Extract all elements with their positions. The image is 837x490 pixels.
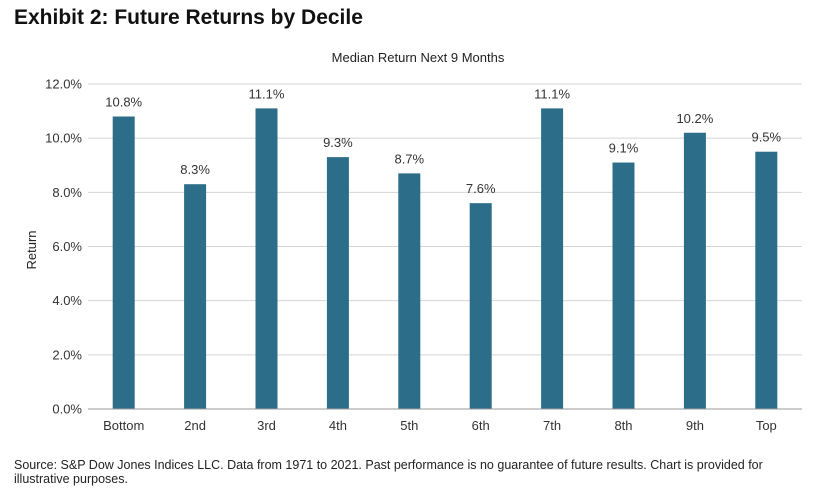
- bar-8th: [612, 162, 635, 409]
- bar-5th: [398, 173, 421, 409]
- y-tick-label: 8.0%: [52, 185, 82, 200]
- x-tick-label: 2nd: [184, 418, 206, 433]
- chart-container: Median Return Next 9 Months Return 0.0% 2…: [0, 40, 837, 450]
- bar-3rd: [255, 108, 278, 409]
- x-tick-label: Top: [756, 418, 777, 433]
- x-tick-label: 5th: [400, 418, 418, 433]
- x-tick-label: 3rd: [257, 418, 276, 433]
- exhibit-title: Exhibit 2: Future Returns by Decile: [14, 6, 363, 29]
- y-tick-label: 4.0%: [52, 293, 82, 308]
- data-label: 9.5%: [751, 130, 781, 145]
- y-tick-label: 2.0%: [52, 347, 82, 362]
- data-label: 7.6%: [466, 181, 496, 196]
- y-tick-label: 12.0%: [45, 77, 82, 92]
- y-axis-label: Return: [24, 230, 39, 269]
- source-note: Source: S&P Dow Jones Indices LLC. Data …: [14, 458, 763, 486]
- data-label: 10.8%: [105, 95, 142, 110]
- data-label: 8.7%: [394, 151, 424, 166]
- data-label: 9.3%: [323, 135, 353, 150]
- data-label: 8.3%: [180, 162, 210, 177]
- data-labels: 10.8% 8.3% 11.1% 9.3% 8.7% 7.6% 11.1% 9.1% 10.2%…: [105, 86, 781, 196]
- bar-4th: [326, 157, 349, 409]
- y-axis-ticks: 0.0% 2.0% 4.0% 6.0% 8.0% 10.0% 12.0%: [45, 77, 82, 417]
- y-tick-label: 10.0%: [45, 131, 82, 146]
- x-tick-label: 9th: [686, 418, 704, 433]
- x-tick-label: 6th: [472, 418, 490, 433]
- bar-bottom: [112, 116, 135, 409]
- gridlines: [88, 83, 802, 356]
- data-label: 11.1%: [534, 86, 570, 101]
- bar-9th: [683, 132, 706, 409]
- bar-top: [755, 151, 778, 409]
- bar-chart: Median Return Next 9 Months Return 0.0% 2…: [24, 50, 802, 433]
- x-tick-label: Bottom: [103, 418, 144, 433]
- bar-6th: [469, 203, 492, 409]
- bars: [112, 108, 778, 409]
- data-label: 10.2%: [676, 111, 713, 126]
- x-tick-label: 7th: [543, 418, 561, 433]
- x-axis-ticks: Bottom 2nd 3rd 4th 5th 6th 7th 8th 9th Top: [103, 418, 777, 433]
- bar-7th: [541, 108, 564, 409]
- data-label: 9.1%: [609, 141, 639, 156]
- chart-title: Median Return Next 9 Months: [332, 50, 505, 65]
- x-tick-label: 4th: [329, 418, 347, 433]
- bar-2nd: [184, 184, 207, 409]
- x-tick-label: 8th: [614, 418, 632, 433]
- data-label: 11.1%: [249, 86, 285, 101]
- y-tick-label: 0.0%: [52, 402, 82, 417]
- y-tick-label: 6.0%: [52, 239, 82, 254]
